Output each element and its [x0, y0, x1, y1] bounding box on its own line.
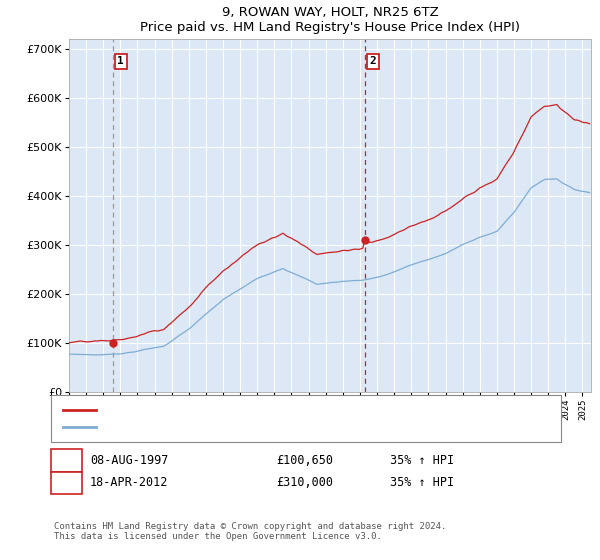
Text: 9, ROWAN WAY, HOLT, NR25 6TZ (detached house): 9, ROWAN WAY, HOLT, NR25 6TZ (detached h…	[105, 405, 386, 415]
Title: 9, ROWAN WAY, HOLT, NR25 6TZ
Price paid vs. HM Land Registry's House Price Index: 9, ROWAN WAY, HOLT, NR25 6TZ Price paid …	[140, 6, 520, 34]
Text: 08-AUG-1997: 08-AUG-1997	[90, 454, 169, 467]
Text: 1: 1	[63, 454, 70, 467]
Text: £310,000: £310,000	[276, 476, 333, 489]
Text: 2: 2	[63, 476, 70, 489]
Text: HPI: Average price, detached house, North Norfolk: HPI: Average price, detached house, Nort…	[105, 422, 411, 432]
Text: 18-APR-2012: 18-APR-2012	[90, 476, 169, 489]
Text: £100,650: £100,650	[276, 454, 333, 467]
Text: Contains HM Land Registry data © Crown copyright and database right 2024.
This d: Contains HM Land Registry data © Crown c…	[54, 522, 446, 542]
Text: 1: 1	[118, 57, 124, 66]
Text: 35% ↑ HPI: 35% ↑ HPI	[390, 476, 454, 489]
Text: 2: 2	[370, 57, 376, 66]
Text: 35% ↑ HPI: 35% ↑ HPI	[390, 454, 454, 467]
